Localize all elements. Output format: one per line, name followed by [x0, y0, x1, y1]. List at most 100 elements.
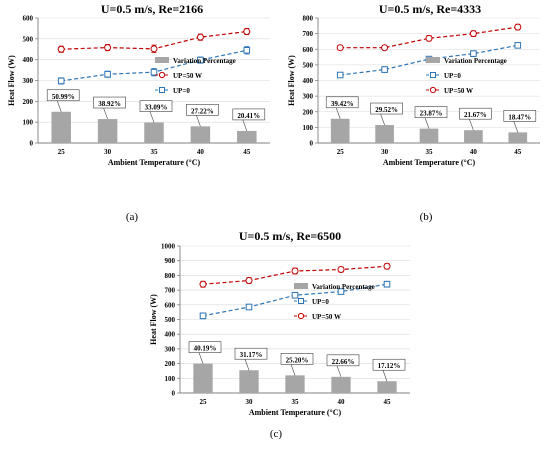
x-tick-label: 30 — [381, 148, 389, 156]
point-up50 — [291, 267, 299, 275]
bar-variation-35 — [285, 375, 305, 393]
panel-letter: (b) — [420, 211, 433, 223]
point-up0 — [381, 66, 388, 73]
point-up0 — [337, 288, 345, 295]
legend-series-label: UP=50 W — [444, 87, 473, 95]
bar-label-leader — [424, 117, 430, 129]
point-up50 — [381, 44, 389, 52]
x-tick-label: 45 — [514, 148, 522, 156]
y-tick-label: 100 — [303, 124, 314, 132]
y-tick-label: 400 — [303, 77, 314, 85]
bar-label-leader — [242, 119, 248, 132]
series-line-up0 — [340, 44, 518, 76]
legend-marker-up0 — [430, 72, 436, 78]
y-tick-label: 600 — [303, 46, 314, 54]
bar-label-box — [93, 96, 126, 109]
bar-label: 23.87% — [420, 110, 443, 118]
point-up0 — [336, 71, 344, 79]
point-up50 — [196, 33, 204, 41]
y-tick-label: 1000 — [161, 243, 176, 251]
bar-label-leader — [382, 370, 388, 382]
bar-variation-25 — [51, 111, 71, 143]
series-line-up0 — [61, 49, 247, 82]
y-axis-label: Heat Flow (W) — [7, 55, 16, 106]
point-up0 — [383, 280, 391, 288]
bar-label-box — [234, 347, 268, 360]
point-up0 — [197, 56, 204, 64]
y-tick-label: 700 — [165, 287, 176, 295]
bar-variation-35 — [144, 122, 164, 143]
bar-variation-45 — [377, 381, 397, 393]
point-up50 — [514, 23, 522, 31]
legend-bar-swatch — [294, 283, 308, 289]
bar-label-box — [139, 100, 173, 112]
bar-label-leader — [149, 111, 155, 123]
legend-bar-label: Variation Percentage — [444, 57, 507, 65]
bar-label: 39.42% — [331, 100, 354, 108]
point-up50 — [199, 280, 207, 288]
bar-label-box — [46, 89, 80, 102]
chart-title: U=0.5 m/s, Re=4333 — [379, 2, 481, 16]
point-up50 — [243, 28, 251, 36]
x-tick-label: 35 — [292, 398, 300, 406]
legend: Variation Percentage UP=0 UP=50 W — [294, 283, 375, 321]
legend-marker-up50 — [158, 71, 166, 79]
legend-series-label: UP=0 — [173, 87, 190, 95]
y-axis-label: Heat Flow (W) — [287, 55, 296, 106]
bar-label: 29.52% — [375, 106, 398, 114]
legend-series-label: UP=0 — [444, 72, 461, 80]
bar-variation-25 — [330, 118, 350, 143]
bar-label: 22.66% — [332, 358, 355, 366]
x-tick-label: 45 — [384, 398, 392, 406]
point-up0 — [150, 68, 158, 76]
panel-letter: (a) — [126, 211, 139, 223]
point-up0 — [199, 312, 207, 320]
bar-label-leader — [56, 100, 62, 112]
bar-variation-40 — [331, 376, 351, 393]
bar-label-box — [372, 358, 406, 371]
bar-label: 31.17% — [240, 351, 263, 359]
point-up0 — [514, 42, 522, 49]
bar-label-box — [326, 354, 360, 367]
legend-marker-up50 — [297, 312, 305, 320]
legend-series-label: UP=50 W — [173, 72, 202, 80]
bar-label-leader — [198, 352, 204, 364]
bar-label-box — [188, 341, 222, 353]
bar-label-leader — [335, 107, 341, 119]
bar-label-leader — [103, 107, 108, 120]
point-up50 — [383, 262, 391, 270]
legend-bar-label: Variation Percentage — [173, 57, 236, 65]
y-tick-label: 400 — [165, 331, 176, 339]
bar-label-leader — [290, 364, 296, 376]
bar-variation-35 — [419, 128, 439, 143]
x-tick-label: 35 — [426, 148, 434, 156]
point-up50 — [425, 34, 433, 42]
bar-label: 27.22% — [191, 107, 214, 115]
y-tick-label: 400 — [23, 56, 34, 64]
point-up0 — [104, 70, 111, 78]
x-tick-label: 30 — [104, 148, 112, 156]
point-up0 — [470, 50, 477, 57]
bar-variation-30 — [239, 370, 259, 393]
bar-label: 50.99% — [52, 93, 75, 101]
bar-label-leader — [336, 365, 342, 377]
point-up0 — [245, 303, 253, 311]
y-tick-label: 0 — [30, 140, 34, 148]
point-up50 — [57, 45, 65, 53]
y-tick-label: 900 — [165, 257, 176, 265]
bar-label-box — [186, 104, 219, 116]
bar-label: 40.19% — [194, 345, 217, 353]
legend-bar-swatch — [155, 57, 169, 63]
point-up0 — [291, 291, 299, 299]
x-tick-label: 40 — [338, 398, 346, 406]
bar-variation-40 — [190, 126, 211, 143]
legend-marker-up0 — [298, 298, 304, 304]
point-up50 — [104, 44, 112, 52]
legend-bar-swatch — [426, 57, 440, 63]
chart-panel-1: U=0.5 m/s, Re=2166 0 100 200 300 400 500 600 50.… — [7, 2, 270, 223]
bar-label-box — [414, 106, 448, 118]
bar-variation-30 — [97, 119, 118, 143]
y-tick-label: 0 — [172, 390, 176, 398]
bar-label-leader — [469, 119, 474, 131]
